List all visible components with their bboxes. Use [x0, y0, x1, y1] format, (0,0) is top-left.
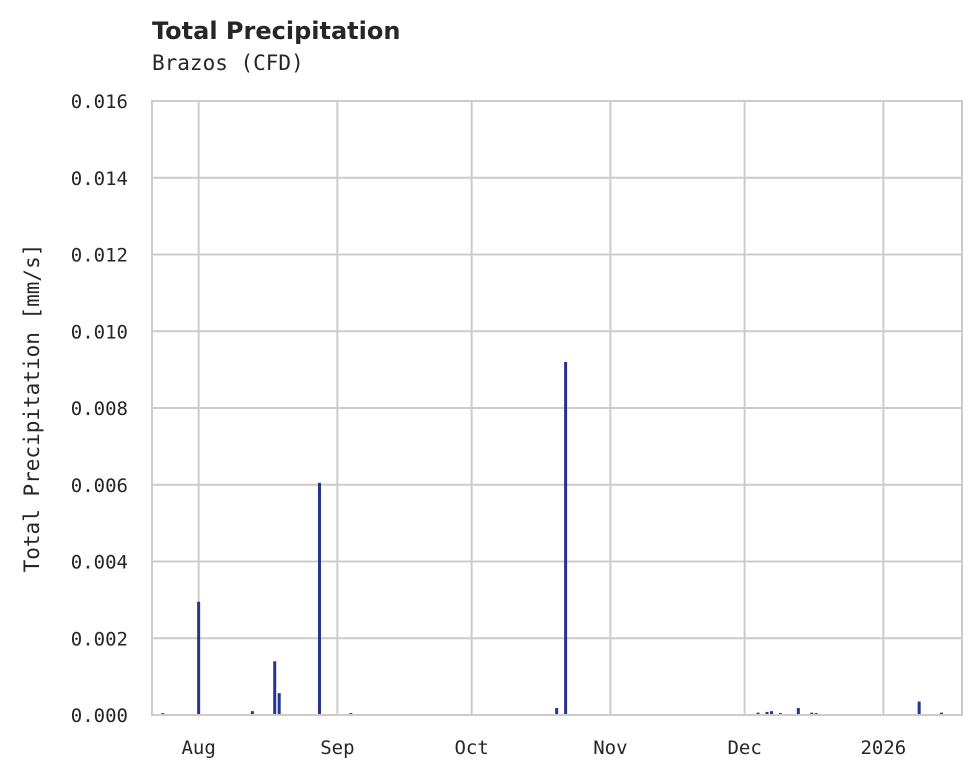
data-series: [161, 361, 944, 715]
x-tick-label: Aug: [181, 737, 215, 759]
y-tick-label: 0.014: [71, 168, 128, 190]
precipitation-bar: [564, 361, 568, 715]
x-axis-ticks: Aug Sep Oct Nov Dec 2026: [181, 737, 906, 759]
x-tick-label: Dec: [727, 737, 761, 759]
precipitation-bar: [273, 661, 277, 715]
chart-title: Total Precipitation: [152, 17, 401, 45]
grid-lines: [152, 100, 962, 716]
precipitation-bar: [810, 712, 814, 715]
x-tick-label: 2026: [860, 737, 906, 759]
precipitation-bar: [796, 708, 800, 715]
y-tick-label: 0.010: [71, 321, 128, 343]
precipitation-bar: [317, 482, 321, 715]
y-tick-label: 0.000: [71, 705, 128, 727]
y-tick-label: 0.004: [71, 552, 128, 574]
precipitation-bar: [756, 712, 760, 715]
plot-frame: [151, 100, 963, 716]
precipitation-bar: [277, 693, 281, 715]
precipitation-bar: [250, 711, 254, 715]
y-axis-ticks: 0.000 0.002 0.004 0.006 0.008 0.010 0.012 0.014…: [71, 91, 128, 727]
x-tick-label: Sep: [320, 737, 354, 759]
x-tick-label: Nov: [593, 737, 627, 759]
chart-subtitle: Brazos (CFD): [152, 51, 304, 75]
precipitation-bar: [555, 708, 559, 715]
y-tick-label: 0.006: [71, 475, 128, 497]
precipitation-bar: [197, 601, 201, 715]
precipitation-bar: [917, 701, 921, 715]
y-tick-label: 0.016: [71, 91, 128, 113]
precipitation-bar: [765, 711, 769, 715]
precipitation-bar: [769, 711, 773, 715]
precipitation-bar: [940, 712, 944, 715]
x-tick-label: Oct: [454, 737, 488, 759]
y-tick-label: 0.012: [71, 245, 128, 267]
y-tick-label: 0.002: [71, 628, 128, 650]
y-tick-label: 0.008: [71, 398, 128, 420]
